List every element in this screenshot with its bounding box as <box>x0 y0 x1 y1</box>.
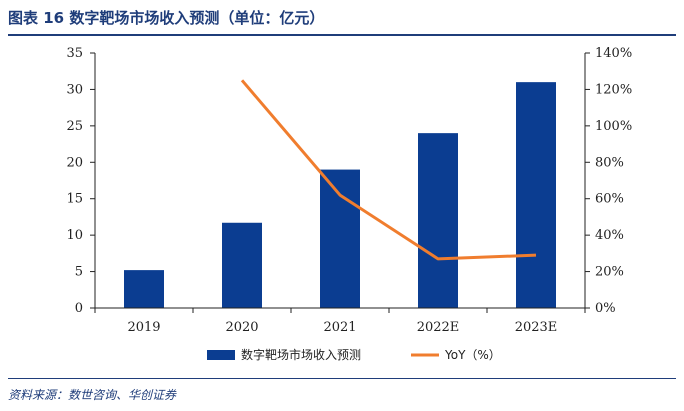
chart-title: 图表 16 数字靶场市场收入预测（单位：亿元） <box>8 9 325 27</box>
yoy-line <box>240 79 537 261</box>
title-divider <box>8 34 676 36</box>
y-right-tick-label: 120% <box>595 82 632 97</box>
y-right-tick-label: 20% <box>595 265 624 280</box>
y-right-tick-label: 100% <box>595 119 632 134</box>
bars-layer <box>124 82 556 309</box>
source-note: 资料来源：数世咨询、华创证券 <box>8 388 177 402</box>
x-tick-label-2019: 2019 <box>127 320 160 335</box>
y-left-tick-label: 20 <box>66 155 83 170</box>
x-tick-label-2022E: 2022E <box>417 320 460 335</box>
legend-bar-label: 数字靶场市场收入预测 <box>241 347 361 362</box>
bar-2020 <box>222 222 262 308</box>
y-right-tick-label: 140% <box>595 46 632 61</box>
line-layer <box>240 79 537 261</box>
y-left-tick-label: 0 <box>75 301 83 316</box>
bar-2023E <box>516 82 556 309</box>
footer-divider <box>8 378 676 379</box>
y-right-tick-label: 60% <box>595 192 624 207</box>
bar-2019 <box>124 270 164 308</box>
chart-area: 0 5 10 15 20 25 30 35 0% 20% 40% 60% 80% 100% 120% 140%… <box>66 46 632 362</box>
x-tick-label-2021: 2021 <box>323 320 356 335</box>
y-left-tick-label: 15 <box>66 192 83 207</box>
bar-2021 <box>320 169 360 308</box>
legend-bar-swatch <box>207 350 235 360</box>
bar-2022E <box>418 133 458 308</box>
legend-line-label: YoY（%） <box>444 348 501 362</box>
x-tick-label-2023E: 2023E <box>515 320 558 335</box>
axes-layer: 0 5 10 15 20 25 30 35 0% 20% 40% 60% 80% 100% 120% 140%… <box>66 46 632 335</box>
legend: 数字靶场市场收入预测 YoY（%） <box>207 347 501 362</box>
y-left-tick-label: 35 <box>66 46 83 61</box>
y-left-tick-label: 25 <box>66 119 83 134</box>
y-left-tick-label: 10 <box>66 228 83 243</box>
y-left-tick-label: 30 <box>66 82 83 97</box>
y-right-tick-label: 40% <box>595 228 624 243</box>
y-left-tick-label: 5 <box>75 265 83 280</box>
x-tick-label-2020: 2020 <box>225 320 258 335</box>
y-right-tick-label: 80% <box>595 155 624 170</box>
y-right-tick-label: 0% <box>595 301 616 316</box>
